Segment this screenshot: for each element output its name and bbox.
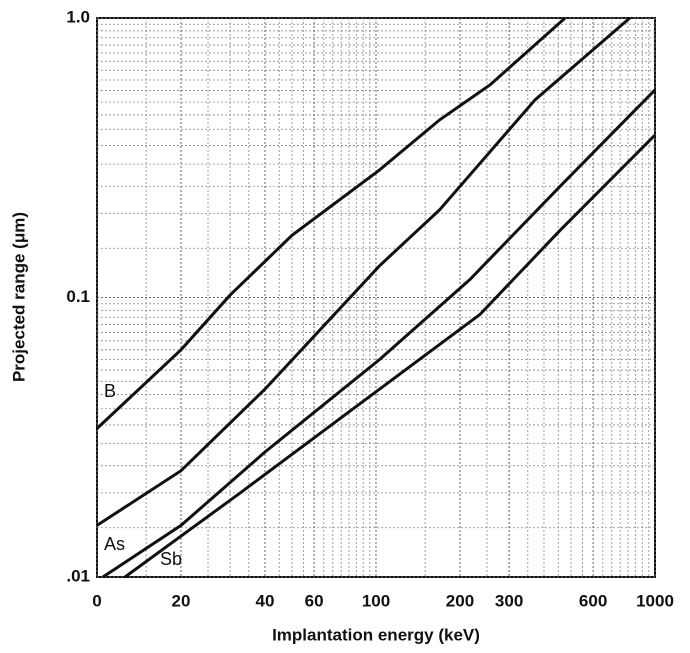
curve-label: As [104, 534, 125, 554]
curve [95, 16, 567, 430]
y-axis-label: Projected range (μm) [9, 212, 28, 382]
x-tick-label: 100 [362, 591, 390, 610]
x-tick-label: 1000 [636, 591, 674, 610]
curve [102, 88, 657, 579]
x-tick-label: 600 [579, 591, 607, 610]
y-tick-label: 1.0 [66, 7, 90, 26]
x-tick-label: 20 [172, 591, 191, 610]
x-tick-label: 300 [495, 591, 523, 610]
y-tick-label: .01 [66, 566, 90, 585]
y-tick-label: 0.1 [66, 287, 90, 306]
plot-frame [96, 17, 656, 578]
curve-label: B [104, 381, 116, 401]
curve [124, 134, 657, 579]
curve [96, 16, 631, 527]
grid [96, 17, 656, 578]
x-axis-label: Implantation energy (keV) [272, 625, 480, 644]
x-tick-label: 0 [92, 591, 101, 610]
x-tick-label: 40 [256, 591, 275, 610]
curve-label: Sb [160, 549, 182, 569]
x-tick-label: 60 [305, 591, 324, 610]
x-tick-label: 200 [446, 591, 474, 610]
